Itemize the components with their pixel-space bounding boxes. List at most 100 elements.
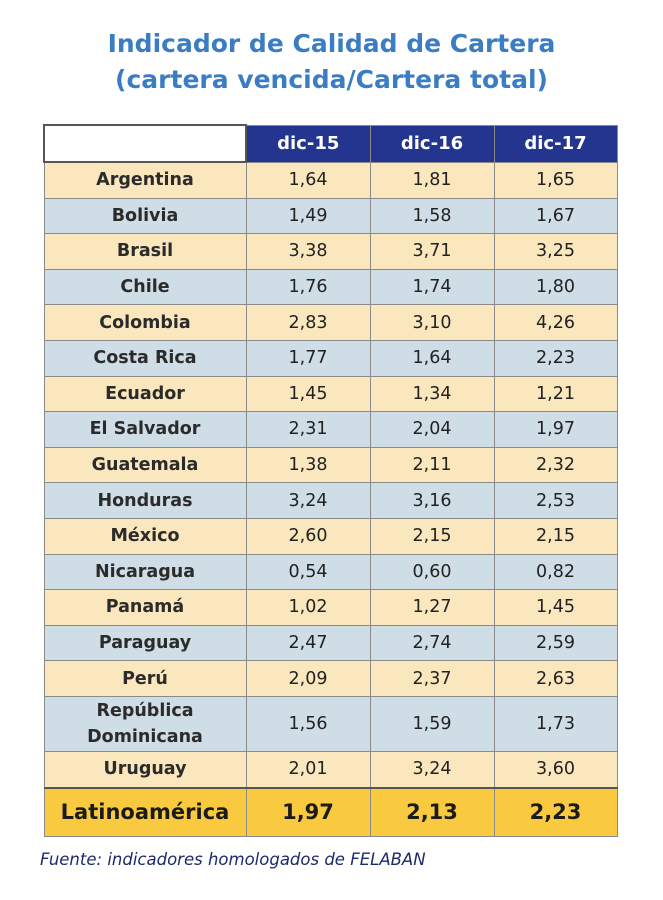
header-row: dic-15 dic-16 dic-17 <box>43 124 618 163</box>
value-cell: 0,54 <box>245 553 371 591</box>
value-cell: 2,13 <box>369 786 495 837</box>
value-cell: 0,82 <box>493 553 618 591</box>
table-row: Nicaragua 0,54 0,60 0,82 <box>43 553 618 591</box>
country-cell: Panamá <box>43 589 247 626</box>
country-cell: Brasil <box>43 233 247 270</box>
table-row: Argentina 1,64 1,81 1,65 <box>43 161 618 199</box>
table-row: Brasil 3,38 3,71 3,25 <box>43 233 618 270</box>
value-cell: 1,56 <box>245 695 371 752</box>
table-row: México 2,60 2,15 2,15 <box>43 517 618 555</box>
country-cell: Guatemala <box>43 446 247 484</box>
value-cell: 2,31 <box>245 411 371 448</box>
portfolio-quality-table: dic-15 dic-16 dic-17 Argentina 1,64 1,81 1,… <box>43 124 618 837</box>
table-row: Costa Rica 1,77 1,64 2,23 <box>43 339 618 377</box>
title-line-1: Indicador de Calidad de Cartera <box>107 29 556 58</box>
table-row: República Dominicana 1,56 1,59 1,73 <box>43 695 618 752</box>
value-cell: 1,81 <box>369 161 495 199</box>
table-row: Chile 1,76 1,74 1,80 <box>43 268 618 306</box>
value-cell: 1,21 <box>493 375 618 413</box>
value-cell: 0,60 <box>369 553 495 591</box>
header-dic-17: dic-17 <box>493 124 618 163</box>
value-cell: 2,15 <box>493 517 618 555</box>
value-cell: 1,76 <box>245 268 371 306</box>
value-cell: 2,63 <box>493 660 618 697</box>
country-cell: Uruguay <box>43 750 247 789</box>
value-cell: 1,64 <box>245 161 371 199</box>
value-cell: 3,24 <box>369 750 495 789</box>
value-cell: 1,65 <box>493 161 618 199</box>
value-cell: 2,59 <box>493 624 618 662</box>
title-line-2: (cartera vencida/Cartera total) <box>115 65 548 94</box>
table-row: Uruguay 2,01 3,24 3,60 <box>43 750 618 789</box>
value-cell: 2,32 <box>493 446 618 484</box>
value-cell: 1,49 <box>245 197 371 235</box>
table-row: Ecuador 1,45 1,34 1,21 <box>43 375 618 413</box>
value-cell: 2,01 <box>245 750 371 789</box>
value-cell: 4,26 <box>493 304 618 341</box>
country-cell: Colombia <box>43 304 247 341</box>
header-dic-16: dic-16 <box>369 124 495 163</box>
value-cell: 1,97 <box>493 411 618 448</box>
value-cell: 2,74 <box>369 624 495 662</box>
value-cell: 3,60 <box>493 750 618 789</box>
value-cell: 3,25 <box>493 233 618 270</box>
value-cell: 3,38 <box>245 233 371 270</box>
value-cell: 1,45 <box>493 589 618 626</box>
value-cell: 2,23 <box>493 786 618 837</box>
value-cell: 1,67 <box>493 197 618 235</box>
value-cell: 1,74 <box>369 268 495 306</box>
table-row: Paraguay 2,47 2,74 2,59 <box>43 624 618 662</box>
value-cell: 2,60 <box>245 517 371 555</box>
country-cell: Costa Rica <box>43 339 247 377</box>
table-row: Guatemala 1,38 2,11 2,32 <box>43 446 618 484</box>
value-cell: 1,59 <box>369 695 495 752</box>
table-body: Argentina 1,64 1,81 1,65 Bolivia 1,49 1,58 1,67… <box>43 161 618 837</box>
country-cell: Nicaragua <box>43 553 247 591</box>
table-row: Perú 2,09 2,37 2,63 <box>43 660 618 697</box>
value-cell: 2,11 <box>369 446 495 484</box>
value-cell: 1,34 <box>369 375 495 413</box>
country-cell: Bolivia <box>43 197 247 235</box>
value-cell: 1,02 <box>245 589 371 626</box>
country-cell: México <box>43 517 247 555</box>
country-cell: Perú <box>43 660 247 697</box>
table-row: Honduras 3,24 3,16 2,53 <box>43 482 618 519</box>
country-cell: República Dominicana <box>43 695 247 752</box>
country-cell: Paraguay <box>43 624 247 662</box>
table-row: El Salvador 2,31 2,04 1,97 <box>43 411 618 448</box>
value-cell: 1,45 <box>245 375 371 413</box>
country-cell: Chile <box>43 268 247 306</box>
value-cell: 2,23 <box>493 339 618 377</box>
value-cell: 2,09 <box>245 660 371 697</box>
country-cell: Ecuador <box>43 375 247 413</box>
value-cell: 1,58 <box>369 197 495 235</box>
value-cell: 2,15 <box>369 517 495 555</box>
value-cell: 2,47 <box>245 624 371 662</box>
value-cell: 1,80 <box>493 268 618 306</box>
value-cell: 1,64 <box>369 339 495 377</box>
total-row: Latinoamérica 1,97 2,13 2,23 <box>43 786 618 837</box>
country-cell: Argentina <box>43 161 247 199</box>
value-cell: 3,71 <box>369 233 495 270</box>
value-cell: 1,73 <box>493 695 618 752</box>
value-cell: 3,16 <box>369 482 495 519</box>
value-cell: 3,24 <box>245 482 371 519</box>
country-cell: Latinoamérica <box>43 786 247 837</box>
value-cell: 1,97 <box>245 786 371 837</box>
value-cell: 1,38 <box>245 446 371 484</box>
table-row: Bolivia 1,49 1,58 1,67 <box>43 197 618 235</box>
page-title: Indicador de Calidad de Cartera (cartera… <box>0 26 663 98</box>
header-corner <box>43 124 247 163</box>
country-cell: Honduras <box>43 482 247 519</box>
value-cell: 2,04 <box>369 411 495 448</box>
value-cell: 2,53 <box>493 482 618 519</box>
value-cell: 2,83 <box>245 304 371 341</box>
table-row: Colombia 2,83 3,10 4,26 <box>43 304 618 341</box>
value-cell: 1,77 <box>245 339 371 377</box>
table-row: Panamá 1,02 1,27 1,45 <box>43 589 618 626</box>
value-cell: 1,27 <box>369 589 495 626</box>
source-note: Fuente: indicadores homologados de FELAB… <box>40 850 426 869</box>
country-cell: El Salvador <box>43 411 247 448</box>
value-cell: 3,10 <box>369 304 495 341</box>
header-dic-15: dic-15 <box>245 124 371 163</box>
